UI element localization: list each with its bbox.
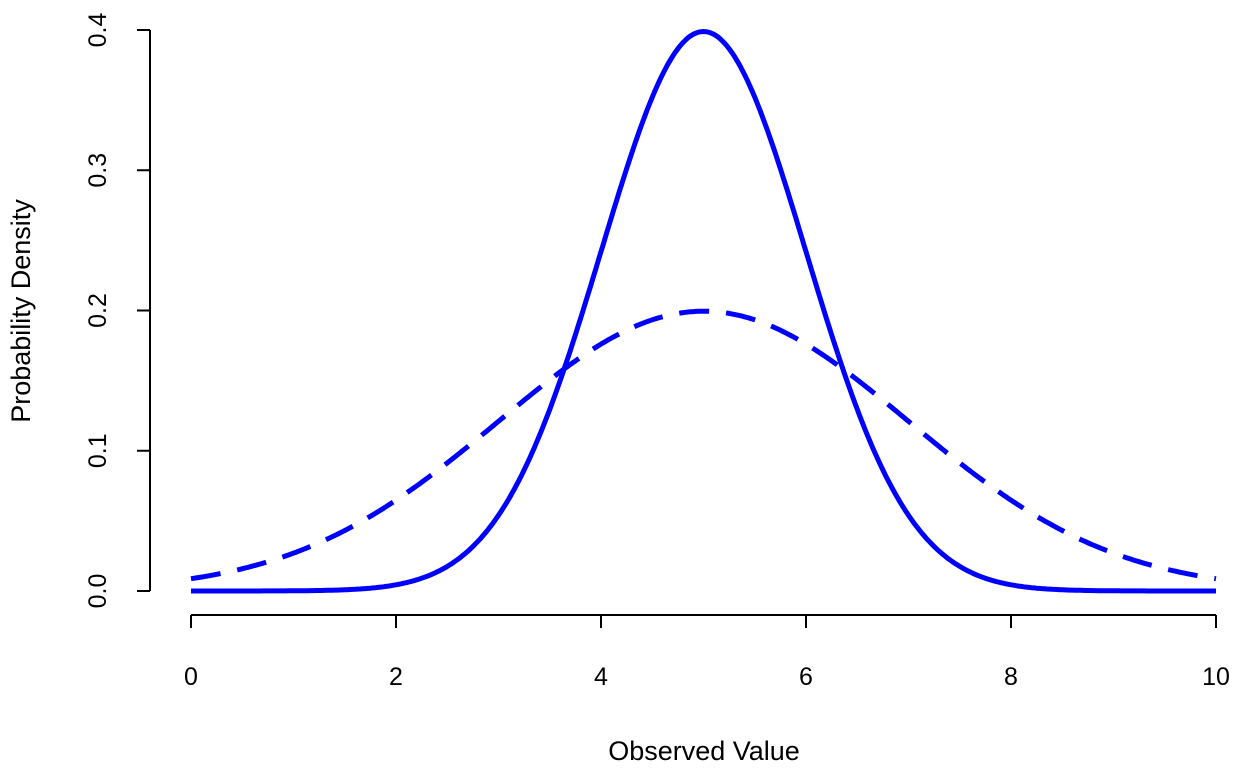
y-tick-label: 0.3 [84, 153, 112, 188]
x-tick-label: 6 [799, 663, 813, 691]
y-tick-label: 0.1 [84, 433, 112, 468]
y-tick-label: 0.4 [84, 13, 112, 48]
x-tick-label: 10 [1202, 663, 1230, 691]
x-tick-label: 4 [594, 663, 608, 691]
x-axis-label: Observed Value [608, 736, 800, 766]
y-tick-label: 0.2 [84, 293, 112, 328]
y-axis-label: Probability Density [6, 199, 36, 423]
x-axis: 0 2 4 6 8 10 [184, 614, 1230, 691]
series-line-dashed [190, 308, 1217, 582]
x-tick-label: 8 [1004, 663, 1018, 691]
y-axis: 0.0 0.1 0.2 0.3 0.4 [84, 13, 151, 609]
x-tick-label: 2 [389, 663, 403, 691]
series-line-solid [191, 29, 1216, 594]
x-tick-label: 0 [184, 663, 198, 691]
plot-area [190, 29, 1217, 594]
y-tick-label: 0.0 [84, 574, 112, 609]
